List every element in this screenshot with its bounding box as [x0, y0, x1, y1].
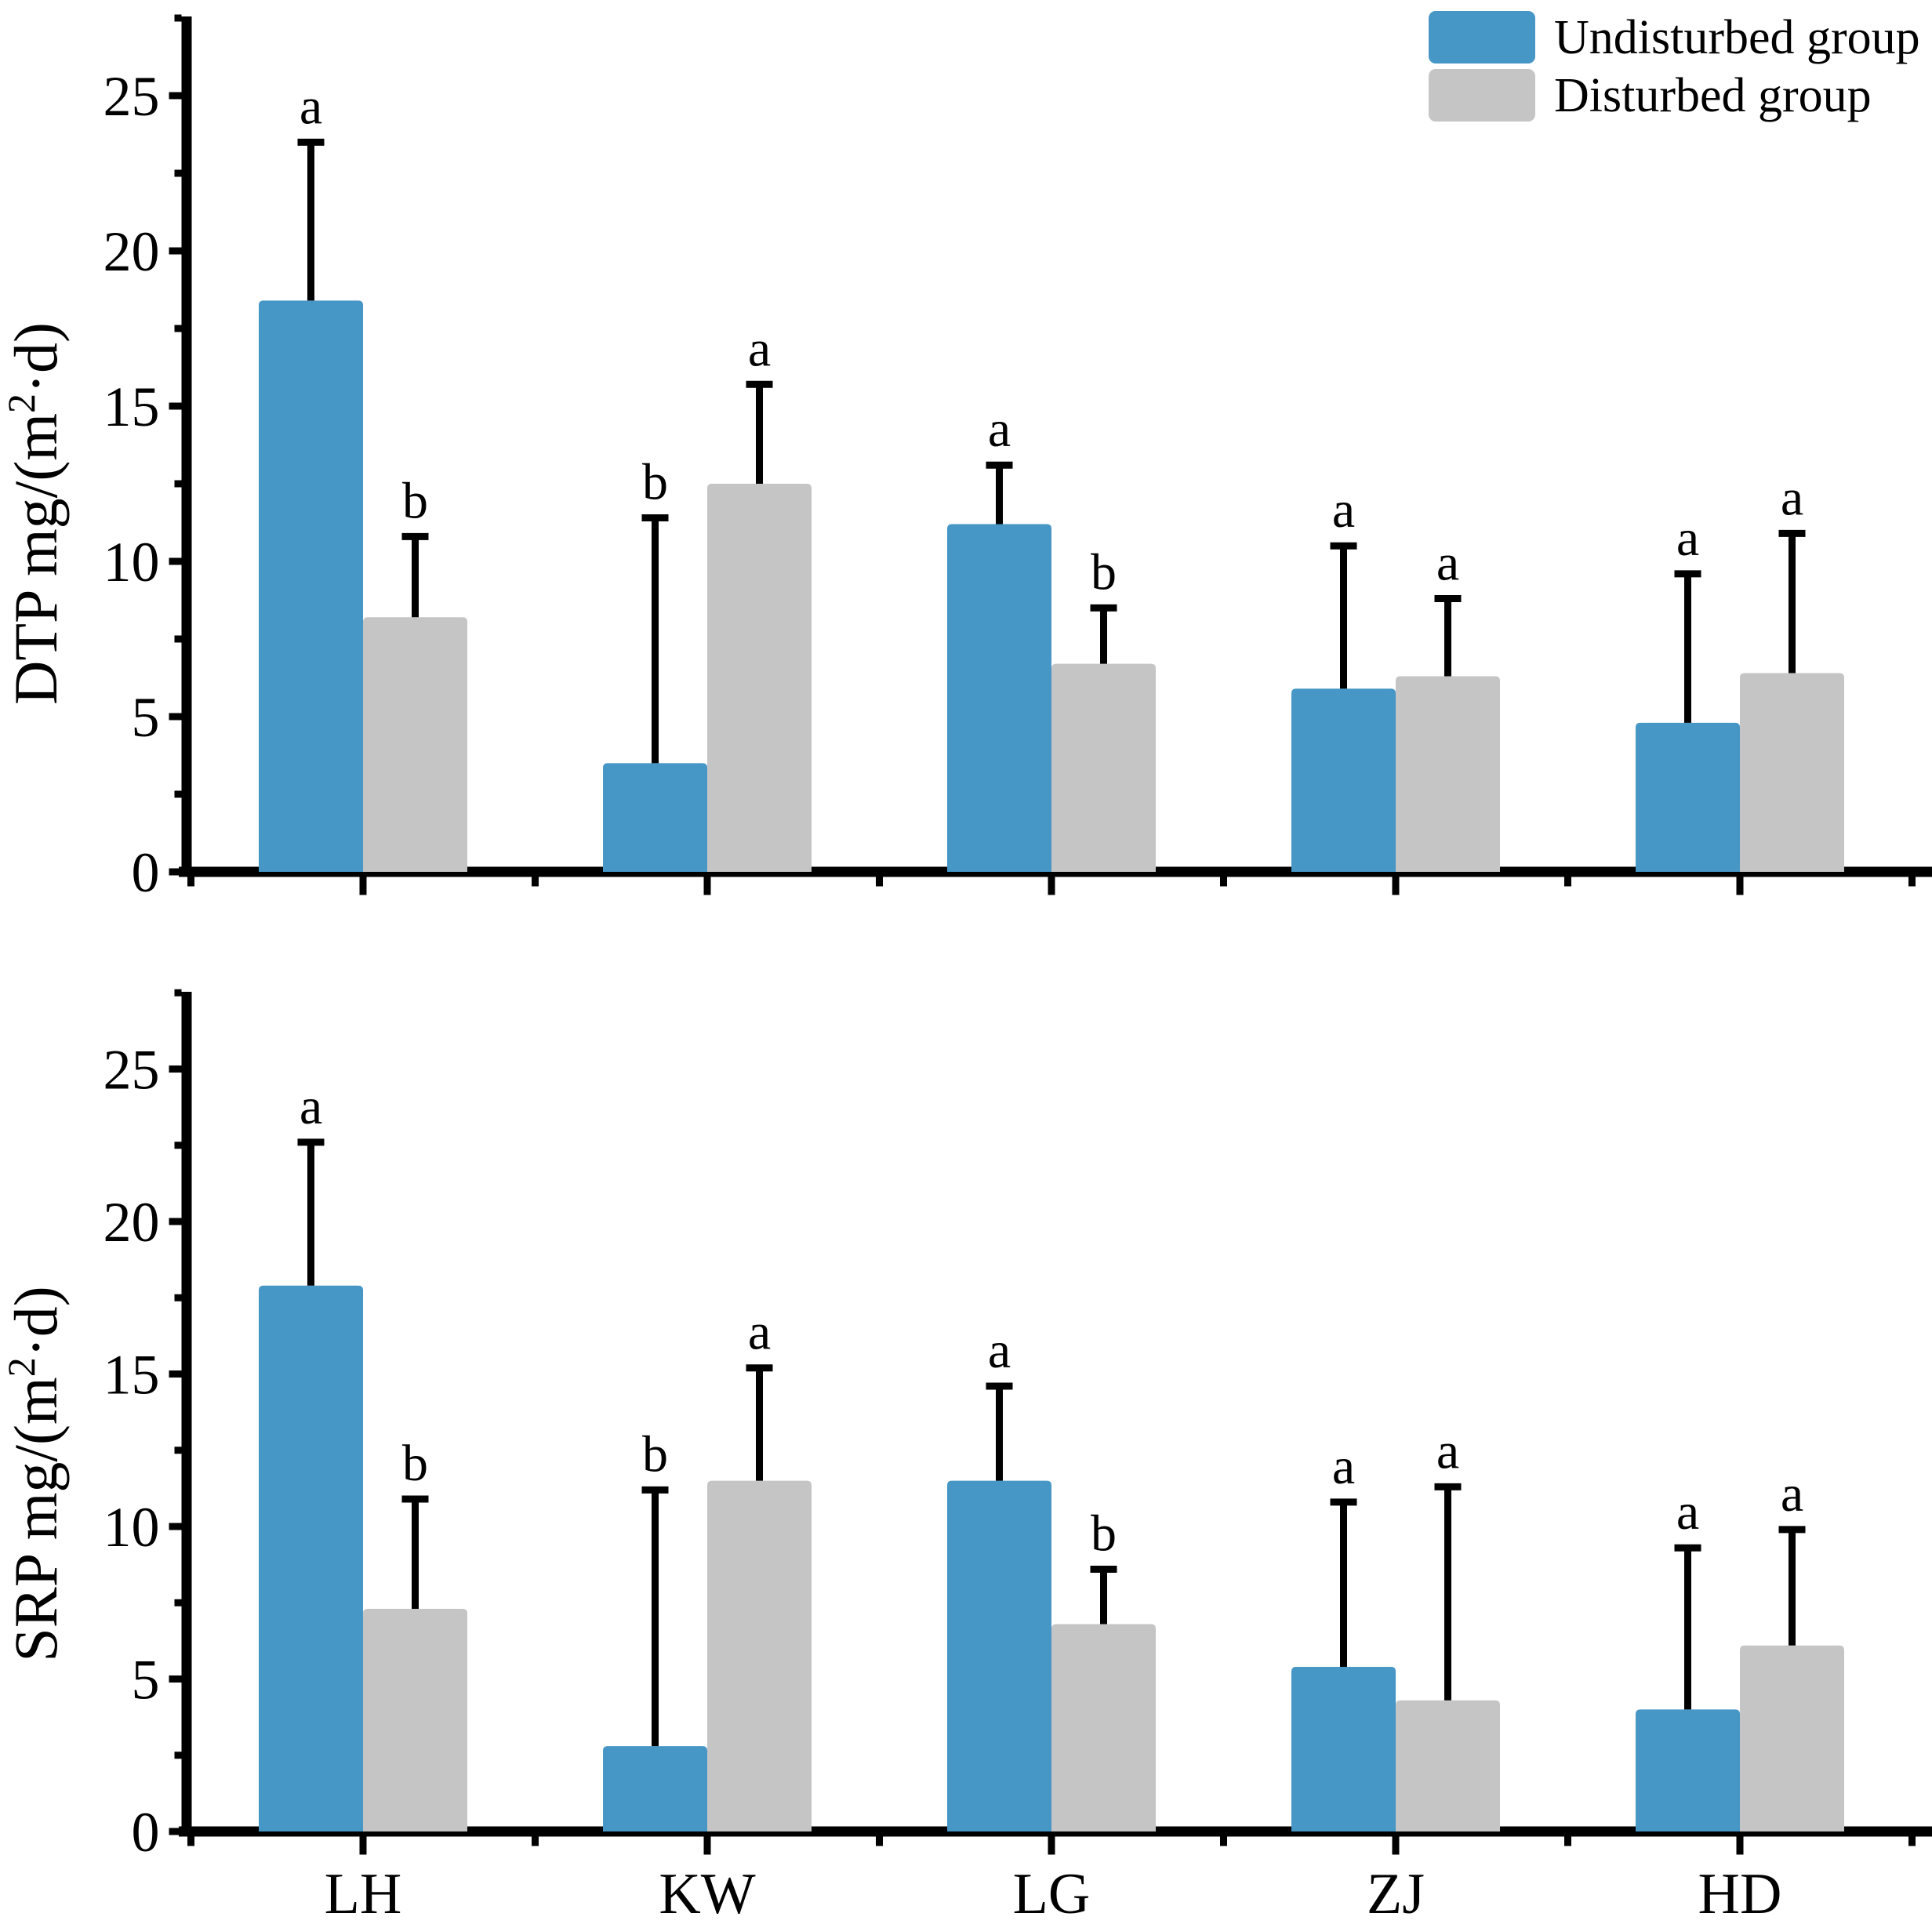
y-tick-label: 0 — [132, 1801, 160, 1864]
bar-disturbed-HD — [1740, 673, 1844, 872]
bar-disturbed-LH — [363, 617, 467, 872]
legend-swatch-undisturbed-icon — [1429, 11, 1535, 64]
bar-undisturbed-LH — [259, 300, 363, 872]
bar-disturbed-ZJ — [1396, 676, 1500, 872]
bar-disturbed-LG — [1051, 663, 1156, 872]
bar-undisturbed-LG — [947, 1480, 1051, 1831]
bar-disturbed-KW — [707, 1480, 812, 1831]
x-category-label-LG: LG — [1013, 1862, 1091, 1924]
y-tick-label: 25 — [104, 1039, 160, 1102]
sig-letter-undisturbed-LH: a — [300, 78, 322, 135]
y-axis-label-srp: SRP mg/(m2·d) — [0, 1286, 70, 1661]
sig-letter-disturbed-ZJ: a — [1436, 1422, 1459, 1479]
legend-swatch-disturbed-icon — [1429, 69, 1535, 122]
legend-item-undisturbed: Undisturbed group — [1429, 11, 1920, 64]
y-tick-label: 15 — [104, 1344, 160, 1407]
y-tick-label: 20 — [104, 1191, 160, 1254]
x-category-label-LH: LH — [325, 1862, 402, 1924]
sig-letter-disturbed-HD: a — [1781, 1465, 1803, 1523]
legend-item-disturbed: Disturbed group — [1429, 69, 1920, 122]
y-tick-label: 5 — [132, 1649, 160, 1712]
bar-undisturbed-HD — [1636, 1709, 1740, 1831]
sig-letter-disturbed-KW: a — [748, 320, 771, 377]
bar-disturbed-KW — [707, 484, 812, 872]
sig-letter-disturbed-KW: a — [748, 1304, 771, 1361]
bar-undisturbed-ZJ — [1291, 688, 1396, 872]
y-tick-label: 10 — [104, 1496, 160, 1559]
sig-letter-disturbed-LG: b — [1091, 543, 1117, 601]
sig-letter-disturbed-LG: b — [1091, 1505, 1117, 1562]
bar-undisturbed-ZJ — [1291, 1666, 1396, 1831]
bar-disturbed-ZJ — [1396, 1700, 1500, 1831]
x-category-label-KW: KW — [659, 1862, 755, 1924]
sig-letter-undisturbed-LH: a — [300, 1078, 322, 1135]
sig-letter-undisturbed-KW: b — [642, 1425, 668, 1483]
y-axis-label-dtp: DTP mg/(m2·d) — [0, 322, 70, 705]
sig-letter-disturbed-ZJ: a — [1436, 535, 1459, 592]
y-tick-label: 15 — [104, 376, 160, 438]
y-tick-label: 20 — [104, 220, 160, 283]
dtp-panel: 0 5 10 15 20 25 a b b a a b a a a a DTP mg/(m2·d) — [0, 14, 1932, 904]
bar-disturbed-LH — [363, 1609, 467, 1831]
x-category-label-HD: HD — [1698, 1862, 1782, 1924]
y-tick-label: 25 — [104, 65, 160, 128]
sig-letter-undisturbed-HD: a — [1676, 1483, 1699, 1541]
legend-label-undisturbed: Undisturbed group — [1554, 10, 1920, 64]
bar-undisturbed-LH — [259, 1285, 363, 1831]
legend-label-disturbed: Disturbed group — [1554, 68, 1872, 122]
legend: Undisturbed group Disturbed group — [1429, 11, 1920, 122]
bar-disturbed-HD — [1740, 1645, 1844, 1831]
sig-letter-undisturbed-HD: a — [1676, 510, 1699, 567]
y-tick-label: 5 — [132, 686, 160, 749]
bar-undisturbed-LG — [947, 524, 1051, 872]
x-category-label-ZJ: ZJ — [1367, 1862, 1425, 1924]
bar-undisturbed-KW — [603, 763, 707, 872]
bar-disturbed-LG — [1051, 1624, 1156, 1831]
sig-letter-undisturbed-KW: b — [642, 454, 668, 511]
bar-undisturbed-HD — [1636, 722, 1740, 872]
sig-letter-undisturbed-LG: a — [988, 401, 1011, 458]
bar-undisturbed-KW — [603, 1746, 707, 1831]
y-tick-label: 0 — [132, 841, 160, 904]
sig-letter-disturbed-LH: b — [402, 1435, 428, 1492]
sig-letter-undisturbed-ZJ: a — [1332, 481, 1355, 539]
srp-panel: 0 5 10 15 20 25 LH a b KW b a LG a b ZJ a a HD a a SRP mg/(m2… — [0, 989, 1932, 1924]
sig-letter-undisturbed-LG: a — [988, 1322, 1011, 1379]
sig-letter-disturbed-HD: a — [1781, 469, 1803, 526]
sig-letter-disturbed-LH: b — [402, 472, 428, 529]
sig-letter-undisturbed-ZJ: a — [1332, 1438, 1355, 1495]
y-tick-label: 10 — [104, 531, 160, 594]
